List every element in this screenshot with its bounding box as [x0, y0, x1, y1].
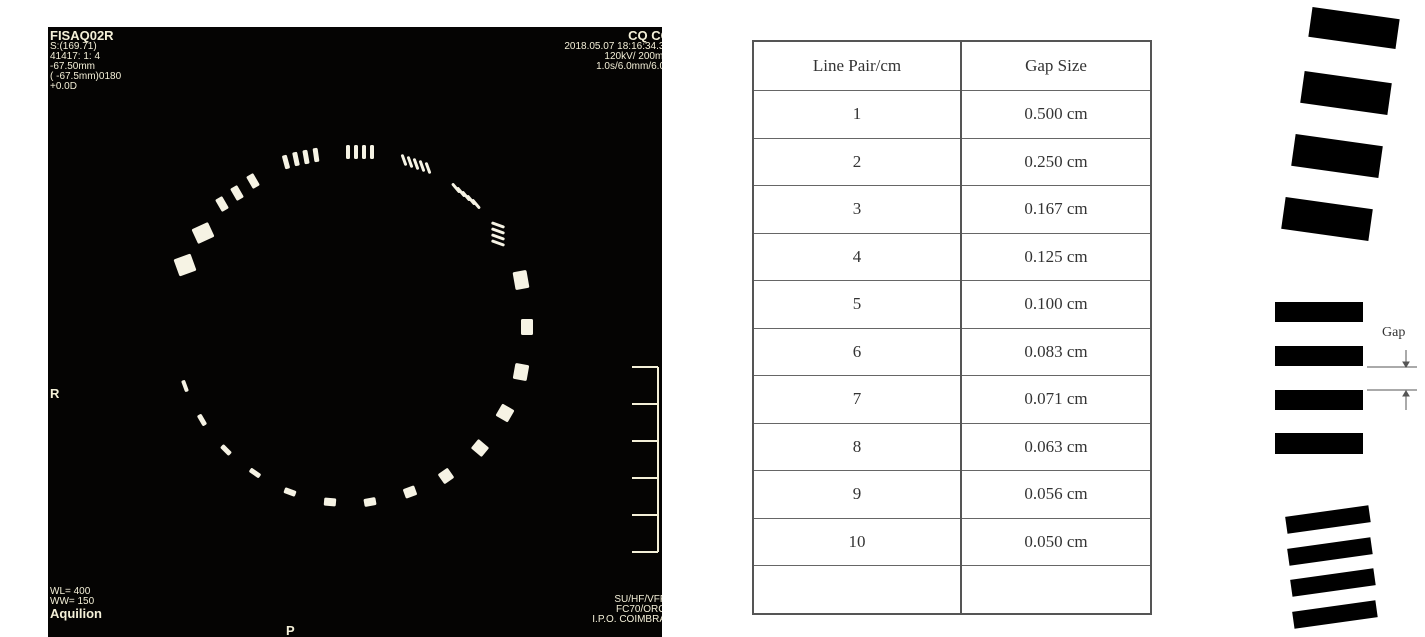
phantom-block	[521, 319, 533, 335]
phantom-block	[425, 162, 432, 174]
cell: 0.050 cm	[961, 518, 1151, 566]
phantom-block	[249, 468, 262, 479]
phantom-block	[282, 155, 290, 170]
phantom-block	[413, 158, 420, 170]
phantom-block	[354, 145, 358, 159]
cell: 5	[753, 281, 961, 329]
cell: 0.500 cm	[961, 91, 1151, 139]
cell: 0.100 cm	[961, 281, 1151, 329]
page: FISAQ02RS:(169.71)41417: 1: 4-67.50mm( -…	[0, 0, 1425, 637]
cell: Line Pair/cm	[753, 41, 961, 91]
phantom-block	[513, 270, 530, 290]
cell: 0.083 cm	[961, 328, 1151, 376]
phantom-block	[313, 148, 320, 163]
left-marker: R	[50, 387, 59, 400]
phantom-block	[181, 380, 189, 393]
cell: 0.167 cm	[961, 186, 1151, 234]
cell: 8	[753, 423, 961, 471]
phantom-block	[292, 152, 300, 167]
table-row: 70.071 cm	[753, 376, 1151, 424]
phantom-block	[230, 185, 244, 201]
cell	[961, 566, 1151, 614]
info-line: Aquilion	[50, 607, 102, 621]
cell: 7	[753, 376, 961, 424]
cell: 3	[753, 186, 961, 234]
cell: 0.250 cm	[961, 138, 1151, 186]
cell: 0.063 cm	[961, 423, 1151, 471]
cell: 0.125 cm	[961, 233, 1151, 281]
phantom-block	[246, 173, 260, 189]
cell	[753, 566, 961, 614]
phantom-block	[438, 468, 455, 485]
cell: 10	[753, 518, 961, 566]
cell: 4	[753, 233, 961, 281]
cell: Gap Size	[961, 41, 1151, 91]
phantom-block	[283, 487, 296, 497]
phantom-block	[513, 363, 530, 381]
cell: 0.071 cm	[961, 376, 1151, 424]
cell: 1	[753, 91, 961, 139]
phantom-block	[220, 444, 232, 456]
cell: 0.056 cm	[961, 471, 1151, 519]
phantom-block	[407, 156, 414, 168]
phantom-block	[403, 485, 418, 499]
cell: 9	[753, 471, 961, 519]
phantom-block	[495, 403, 514, 422]
phantom-block	[173, 253, 196, 276]
phantom-block	[197, 414, 207, 427]
phantom-block	[370, 145, 374, 159]
phantom-ring	[48, 27, 662, 637]
phantom-block	[363, 497, 376, 507]
empty-row	[753, 566, 1151, 614]
bottom-marker: P	[286, 624, 295, 637]
phantom-block	[419, 160, 426, 172]
phantom-block	[401, 154, 408, 166]
gap-diagram: Gap	[1225, 0, 1425, 637]
phantom-block	[471, 439, 489, 457]
scale-bracket	[632, 367, 658, 552]
gap-label: Gap	[1382, 325, 1405, 340]
info-line: I.P.O. COIMBRA	[592, 615, 662, 625]
info-line: +0.0D	[50, 82, 121, 92]
cell: 6	[753, 328, 961, 376]
cell: 2	[753, 138, 961, 186]
phantom-block	[324, 497, 337, 506]
phantom-block	[191, 222, 214, 244]
phantom-block	[215, 196, 229, 212]
phantom-block	[302, 150, 309, 165]
phantom-block	[346, 145, 350, 159]
info-line: 1.0s/6.0mm/6.0x	[564, 62, 662, 72]
phantom-block	[362, 145, 366, 159]
